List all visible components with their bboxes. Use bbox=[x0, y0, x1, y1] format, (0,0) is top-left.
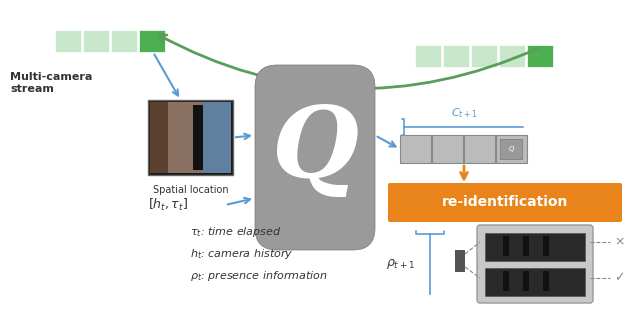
Bar bbox=[464, 135, 495, 163]
Bar bbox=[83, 30, 109, 52]
Bar bbox=[543, 236, 549, 256]
Text: $\rho_{t+1}$: $\rho_{t+1}$ bbox=[386, 257, 415, 271]
Bar bbox=[193, 105, 203, 170]
FancyBboxPatch shape bbox=[388, 183, 622, 222]
Text: $\rho_t$: presence information: $\rho_t$: presence information bbox=[190, 269, 328, 283]
Bar bbox=[485, 233, 585, 261]
Bar bbox=[443, 45, 469, 67]
Bar bbox=[55, 30, 81, 52]
Text: Multi-camera
stream: Multi-camera stream bbox=[10, 72, 92, 94]
Text: $C_{t+1}$: $C_{t+1}$ bbox=[451, 106, 477, 120]
Text: Spatial location: Spatial location bbox=[153, 185, 228, 195]
Bar bbox=[543, 271, 549, 291]
Bar bbox=[503, 236, 509, 256]
Bar bbox=[203, 102, 231, 173]
Bar bbox=[168, 102, 208, 173]
Text: Q: Q bbox=[508, 146, 514, 152]
Text: $[h_t, \tau_t]$: $[h_t, \tau_t]$ bbox=[148, 197, 188, 213]
Bar bbox=[415, 45, 441, 67]
Bar bbox=[471, 45, 497, 67]
Bar bbox=[523, 271, 529, 291]
Text: Q: Q bbox=[271, 101, 358, 198]
FancyBboxPatch shape bbox=[255, 65, 375, 250]
Bar bbox=[455, 250, 465, 272]
Bar bbox=[111, 30, 137, 52]
Bar bbox=[432, 135, 463, 163]
Bar bbox=[527, 45, 553, 67]
Bar bbox=[523, 236, 529, 256]
Bar bbox=[400, 135, 431, 163]
Bar bbox=[485, 268, 585, 296]
Bar bbox=[496, 135, 527, 163]
Bar bbox=[148, 100, 233, 175]
FancyBboxPatch shape bbox=[477, 225, 593, 303]
Bar bbox=[150, 102, 231, 173]
Text: re-identification: re-identification bbox=[442, 196, 568, 209]
Bar bbox=[139, 30, 165, 52]
Bar bbox=[499, 45, 525, 67]
Text: $\tau_t$: time elapsed: $\tau_t$: time elapsed bbox=[190, 225, 282, 239]
Bar bbox=[500, 139, 522, 159]
Bar bbox=[503, 271, 509, 291]
Text: $h_t$: camera history: $h_t$: camera history bbox=[190, 247, 294, 261]
Text: ×: × bbox=[614, 236, 625, 248]
Text: ✓: ✓ bbox=[614, 271, 625, 285]
